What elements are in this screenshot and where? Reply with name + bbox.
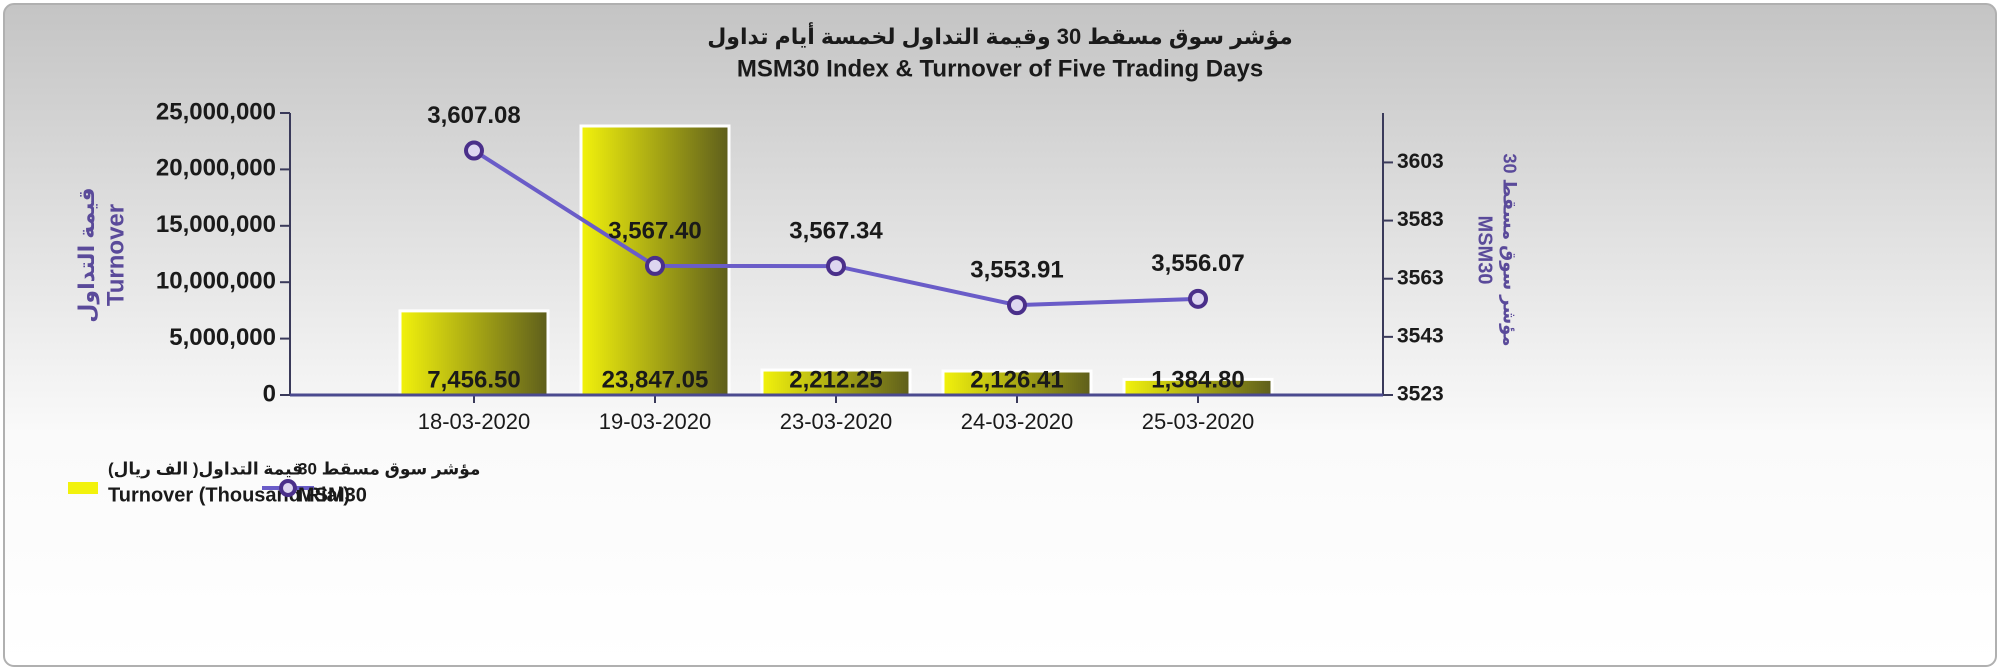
y-tick-label: 25,000,000 <box>156 98 276 125</box>
line-marker <box>1007 295 1027 316</box>
chart-title: مؤشر سوق مسقط 30 وقيمة التداول لخمسة أيا… <box>707 21 1293 50</box>
bar-value-label: 7,456.50 <box>427 366 520 393</box>
y2-axis-title: مؤشر سوق مسقط 30 <box>1498 153 1519 346</box>
x-tick-label: 23-03-2020 <box>780 409 893 434</box>
bar <box>760 368 912 397</box>
line-value-label: 3,556.07 <box>1151 250 1244 277</box>
bar <box>398 309 550 397</box>
y2-axis-title: MSM30 <box>1474 216 1496 285</box>
y-axis-title: Turnover <box>102 204 129 306</box>
y-tick-label: 0 <box>263 380 276 407</box>
bar-value-label: 23,847.05 <box>602 366 709 393</box>
x-tick-label: 25-03-2020 <box>1142 409 1255 434</box>
y-tick-label: 10,000,000 <box>156 268 276 295</box>
y-tick-label: 15,000,000 <box>156 211 276 238</box>
x-tick-label: 24-03-2020 <box>961 409 1074 434</box>
line-marker <box>645 255 665 276</box>
bar-value-label: 1,384.80 <box>1151 366 1244 393</box>
legend-label: مؤشر سوق مسقط 30 <box>298 459 480 479</box>
y-tick-label: 20,000,000 <box>156 155 276 182</box>
legend-swatch <box>68 482 98 494</box>
line-marker <box>464 140 484 161</box>
legend-label: قيمة التداول( الف ريال) <box>108 459 303 479</box>
bar-value-label: 2,212.25 <box>789 366 882 393</box>
y2-tick-label: 3523 <box>1397 383 1444 406</box>
line-value-label: 3,567.40 <box>608 217 701 244</box>
bar-value-label: 2,126.41 <box>970 366 1063 393</box>
line-marker <box>1188 288 1208 309</box>
y-tick-label: 5,000,000 <box>169 324 276 351</box>
line-value-label: 3,607.08 <box>427 102 520 129</box>
y2-tick-label: 3563 <box>1397 266 1444 289</box>
legend-marker <box>279 479 297 497</box>
legend-label: MSM30 <box>298 484 367 506</box>
x-tick-label: 18-03-2020 <box>418 409 531 434</box>
line-value-label: 3,553.91 <box>970 256 1063 283</box>
y2-tick-label: 3543 <box>1397 324 1444 347</box>
line-value-label: 3,567.34 <box>789 217 883 244</box>
y2-tick-label: 3583 <box>1397 208 1444 231</box>
y2-tick-label: 3603 <box>1397 150 1444 173</box>
line-marker <box>826 256 846 277</box>
background <box>3 3 1997 667</box>
y-axis-title: قيمة التداول <box>74 187 100 322</box>
x-tick-label: 19-03-2020 <box>599 409 712 434</box>
chart-subtitle: MSM30 Index & Turnover of Five Trading D… <box>737 55 1263 82</box>
